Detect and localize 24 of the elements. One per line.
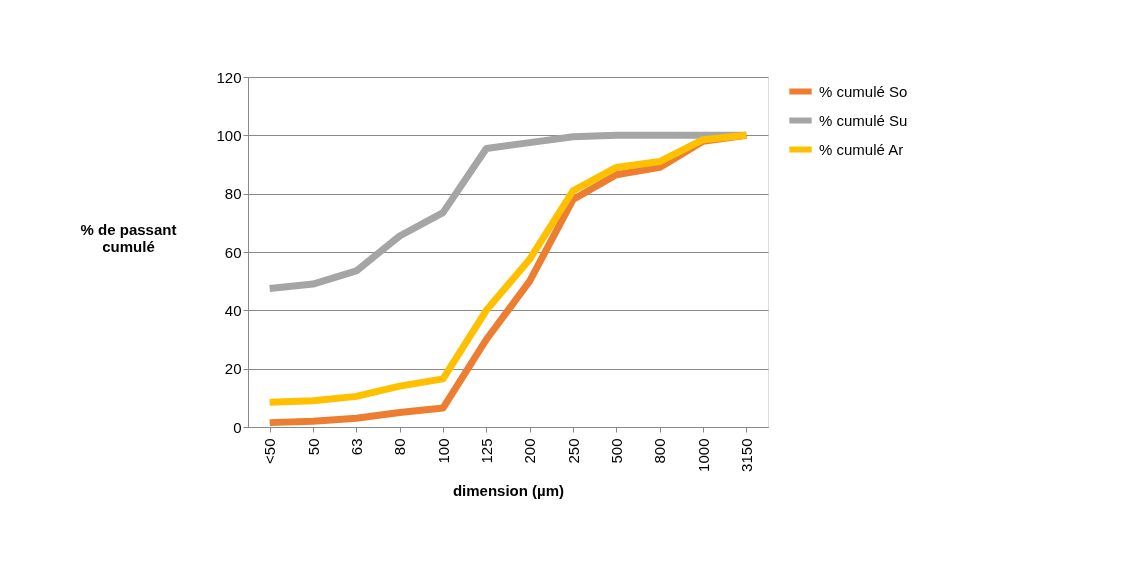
x-tick-label: 250 [564, 438, 582, 464]
x-tick-label: 1000 [694, 438, 712, 472]
y-tick-label: 80 [224, 185, 242, 203]
x-tick-label: 125 [477, 438, 495, 464]
y-tick-label: 0 [233, 418, 242, 436]
y-tick-label: 100 [216, 126, 242, 144]
y-axis-title: % de passant cumulé [80, 220, 177, 255]
x-tick-label: 800 [651, 438, 669, 464]
legend-label: % cumulé Su [819, 111, 908, 129]
x-axis-title: dimension (µm) [452, 481, 565, 499]
y-tick-label: 20 [224, 360, 242, 378]
x-tick-label: 80 [391, 438, 409, 456]
legend-label: % cumulé So [819, 82, 908, 100]
x-tick-label: 3150 [737, 438, 755, 472]
x-tick-label: <50 [261, 438, 279, 464]
y-tick-label: 120 [216, 68, 242, 86]
x-tick-label: 50 [304, 438, 322, 456]
y-tick-label: 60 [224, 243, 242, 261]
x-tick-label: 63 [347, 438, 365, 456]
legend-label: % cumulé Ar [819, 140, 904, 158]
x-tick-label: 100 [434, 438, 452, 464]
x-tick-label: 200 [521, 438, 539, 464]
y-tick-label: 40 [224, 301, 242, 319]
x-tick-label: 500 [607, 438, 625, 464]
